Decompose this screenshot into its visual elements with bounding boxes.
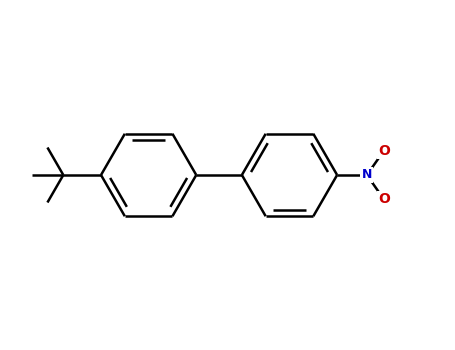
Text: N: N: [362, 168, 372, 182]
Text: O: O: [378, 144, 390, 158]
Text: O: O: [378, 193, 390, 206]
